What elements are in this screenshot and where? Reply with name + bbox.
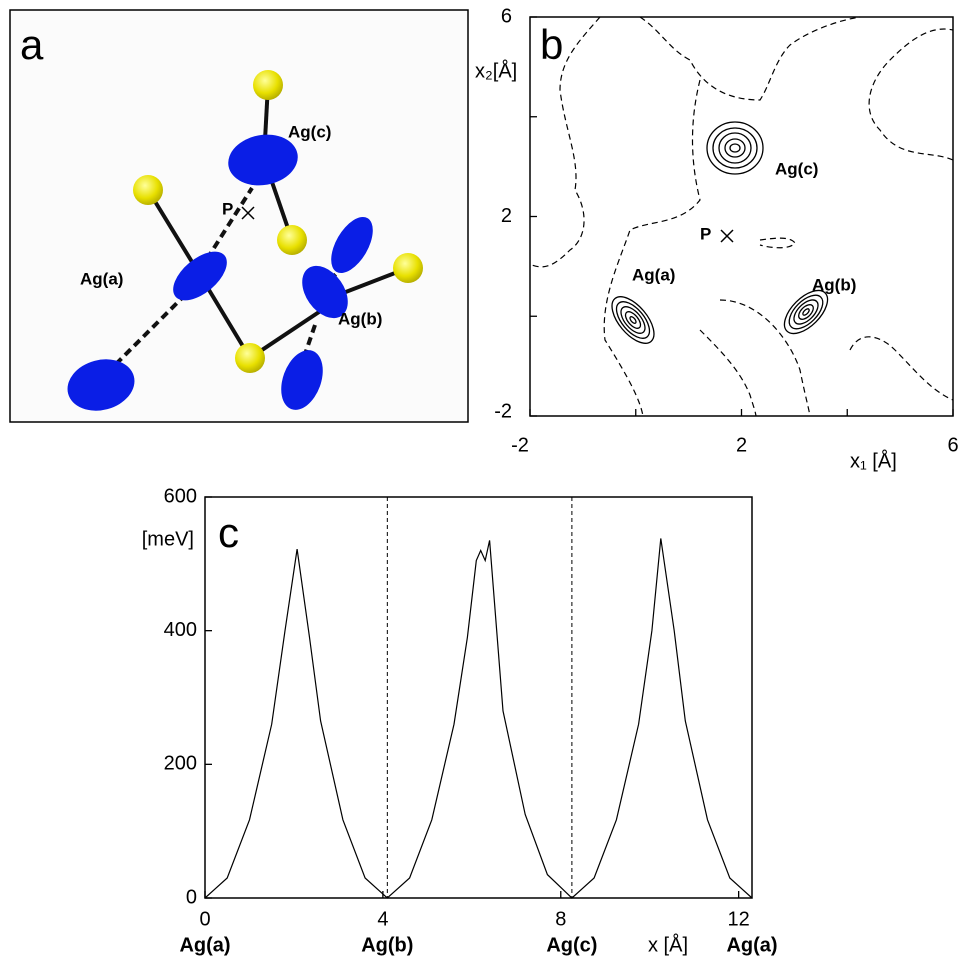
x-axis-label: x₁ [Å] <box>850 449 897 472</box>
y-axis-label: [meV] <box>142 528 194 550</box>
atom-label: Ag(b) <box>338 309 382 328</box>
solid-contours <box>611 121 829 344</box>
y-tick-label: -2 <box>494 400 512 422</box>
y-axis-label: x₂[Å] <box>475 59 517 82</box>
x-tick-label: 12 <box>728 908 750 930</box>
plot-frame <box>204 496 753 899</box>
y-tick-label: 600 <box>164 485 197 507</box>
y-tick-label: 6 <box>501 5 512 27</box>
y-tick-label: 400 <box>164 619 197 641</box>
electron-density <box>67 134 373 411</box>
panel-label: a <box>20 21 44 68</box>
site-label: Ag(c) <box>546 934 597 956</box>
p-marker <box>241 206 255 220</box>
panel-b: b x₂[Å] x₁ [Å] Ag(c) P Ag(a) Ag(b) <box>475 16 954 472</box>
atom-label: P <box>222 199 233 218</box>
x-tick-label: 6 <box>947 434 958 456</box>
annotation: Ag(c) <box>775 159 818 178</box>
dashed-contours <box>531 16 954 417</box>
plot-frame <box>529 16 954 417</box>
y-tick-label: 200 <box>164 753 197 775</box>
panel-label: c <box>218 509 239 556</box>
p-marker <box>720 229 734 243</box>
atoms <box>133 70 423 373</box>
y-tick-label: 2 <box>501 205 512 227</box>
x-tick-label: 0 <box>199 908 210 930</box>
atom-label: Ag(a) <box>80 269 123 288</box>
x-tick-label: 4 <box>377 908 388 930</box>
annotation: P <box>700 224 711 243</box>
x-tick-label: 8 <box>555 908 566 930</box>
x-axis-label: x [Å] <box>648 933 688 956</box>
panel-c: c [meV] x [Å] <box>142 496 753 956</box>
annotation: Ag(b) <box>812 275 856 294</box>
energy-line <box>204 538 753 899</box>
site-label: Ag(b) <box>361 934 413 956</box>
site-label: Ag(a) <box>726 934 777 956</box>
annotation: Ag(a) <box>632 265 675 284</box>
x-tick-label: 2 <box>736 434 747 456</box>
x-tick-label: -2 <box>511 434 529 456</box>
atom-label: Ag(c) <box>288 122 331 141</box>
y-tick-label: 0 <box>186 886 197 908</box>
panel-a: a Ag(c) P Ag(a) Ag(b) <box>9 9 469 423</box>
panel-label: b <box>540 21 563 68</box>
site-label: Ag(a) <box>179 934 230 956</box>
